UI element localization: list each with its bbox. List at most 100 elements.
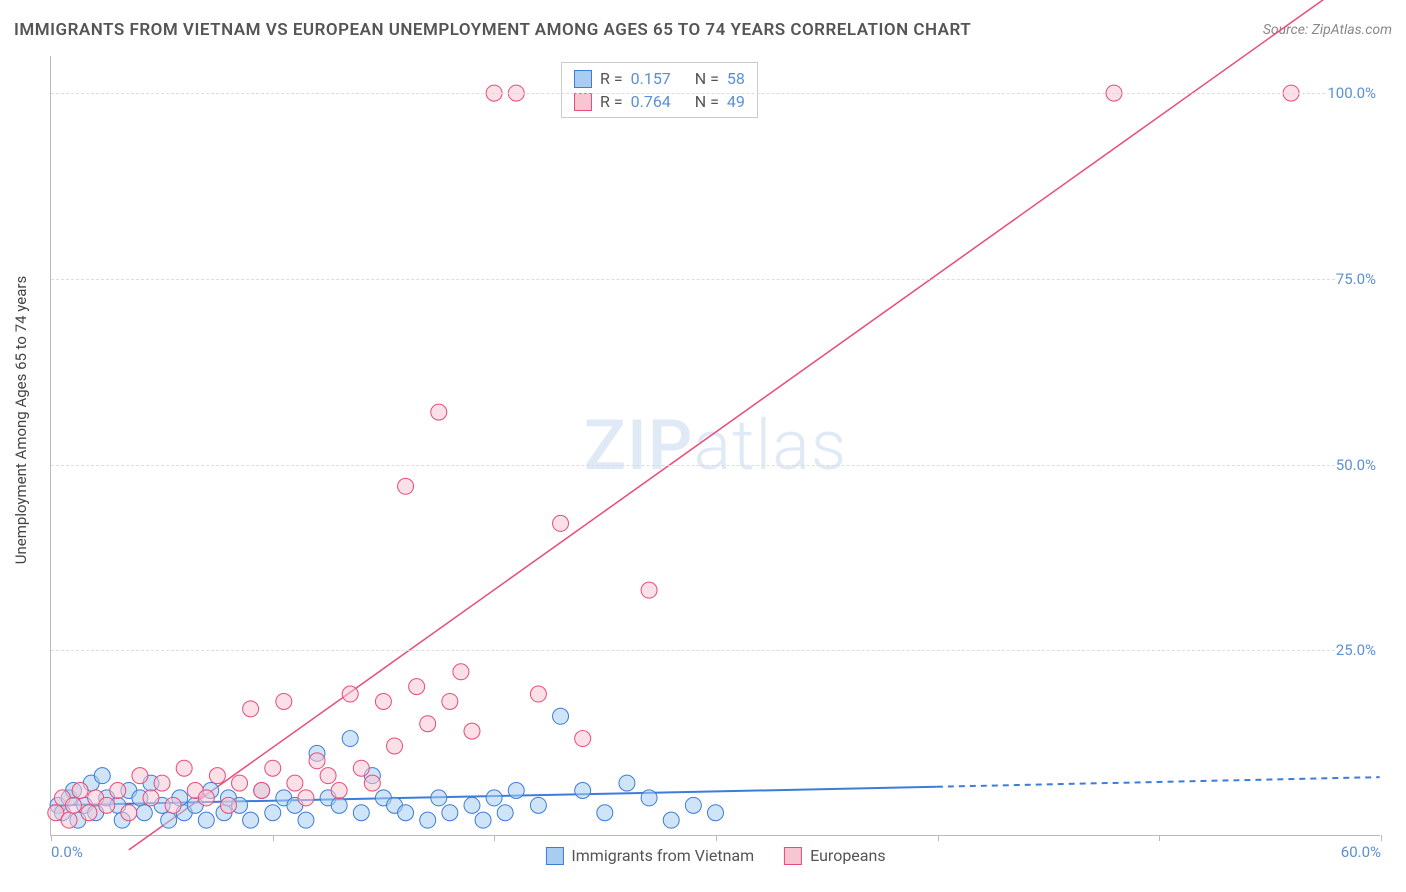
y-tick-label: 25.0% [1336,641,1382,659]
data-point [420,716,436,732]
x-tick-label: 0.0% [51,843,83,861]
data-point [143,790,159,806]
grid-line [51,650,1380,651]
data-point [342,686,358,702]
legend-item: Immigrants from Vietnam [545,846,754,865]
data-point [121,805,137,821]
data-point [198,812,214,828]
data-point [475,812,491,828]
bottom-legend: Immigrants from Vietnam Europeans [545,846,885,865]
y-tick-label: 50.0% [1336,456,1382,474]
n-label: N = [695,69,719,88]
x-tick [494,835,495,841]
x-tick [1159,835,1160,841]
data-point [431,790,447,806]
x-tick [51,835,52,841]
x-tick-label: 60.0% [1341,843,1381,861]
data-point [398,478,414,494]
data-point [298,812,314,828]
data-point [99,797,115,813]
data-point [154,775,170,791]
stats-row: R = 0.157 N = 58 [574,67,745,90]
n-value: 58 [727,69,745,88]
data-point [375,693,391,709]
data-point [298,790,314,806]
data-point [685,797,701,813]
trend-line-dashed [937,777,1380,787]
x-tick [716,835,717,841]
stats-box: R = 0.157 N = 58 R = 0.764 N = 49 [561,62,758,118]
data-point [619,775,635,791]
data-point [94,768,110,784]
r-value: 0.764 [631,92,671,111]
grid-line [51,279,1380,280]
data-point [508,782,524,798]
plot-area: ZIPatlas R = 0.157 N = 58 R = 0.764 N = … [50,56,1380,836]
data-point [530,797,546,813]
trend-line [129,0,1380,850]
data-point [220,797,236,813]
legend-label: Europeans [810,846,885,865]
x-tick [938,835,939,841]
data-point [161,812,177,828]
data-point [136,805,152,821]
data-point [708,805,724,821]
data-point [243,701,259,717]
data-point [464,797,480,813]
data-point [110,782,126,798]
data-point [364,775,380,791]
data-point [331,782,347,798]
data-point [287,775,303,791]
data-point [72,782,88,798]
data-point [265,760,281,776]
data-point [243,812,259,828]
source-label: Source: ZipAtlas.com [1263,22,1392,38]
data-point [353,805,369,821]
data-point [81,805,97,821]
data-point [320,768,336,784]
data-point [464,723,480,739]
data-point [276,693,292,709]
data-point [553,708,569,724]
data-point [232,775,248,791]
data-point [342,731,358,747]
data-point [453,664,469,680]
data-point [442,805,458,821]
y-axis-label: Unemployment Among Ages 65 to 74 years [12,276,30,564]
legend-swatch [574,70,592,88]
data-point [431,404,447,420]
x-tick [273,835,274,841]
n-label: N = [695,92,719,111]
data-point [331,797,347,813]
x-tick [1381,835,1382,841]
grid-line [51,465,1380,466]
data-point [61,812,77,828]
data-point [530,686,546,702]
data-point [420,812,436,828]
data-point [254,782,270,798]
legend-swatch [574,93,592,111]
data-point [641,582,657,598]
data-point [409,679,425,695]
data-point [486,790,502,806]
r-label: R = [600,69,623,88]
data-point [66,797,82,813]
data-point [387,738,403,754]
data-point [265,805,281,821]
data-point [198,790,214,806]
y-tick-label: 100.0% [1327,84,1382,102]
grid-line [51,93,1380,94]
plot-svg [51,56,1380,835]
data-point [597,805,613,821]
data-point [442,693,458,709]
data-point [165,797,181,813]
r-value: 0.157 [631,69,671,88]
data-point [575,782,591,798]
legend-swatch [784,847,802,865]
y-tick-label: 75.0% [1336,270,1382,288]
n-value: 49 [727,92,745,111]
data-point [176,760,192,776]
data-point [641,790,657,806]
data-point [398,805,414,821]
data-point [497,805,513,821]
